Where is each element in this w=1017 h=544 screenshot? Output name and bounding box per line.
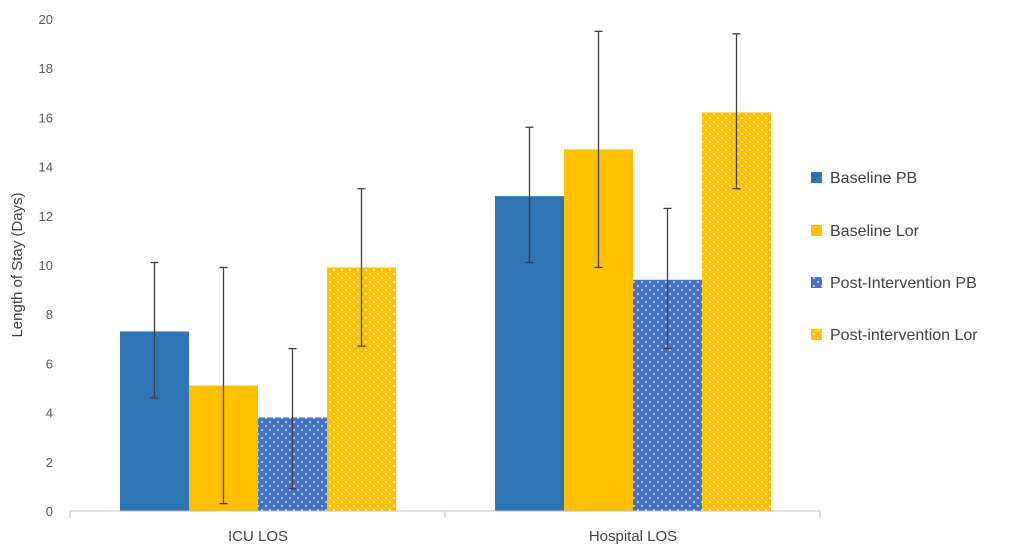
- error-bar: [732, 33, 741, 190]
- legend-swatch: [811, 329, 822, 340]
- y-axis-title: Length of Stay (Days): [9, 192, 26, 337]
- error-bar: [288, 347, 297, 490]
- legend-label: Post-intervention Lor: [830, 327, 978, 344]
- legend-label: Baseline PB: [830, 170, 917, 187]
- y-tick-label: 16: [39, 110, 53, 125]
- error-bar: [219, 266, 228, 505]
- error-bar: [663, 207, 672, 350]
- x-tick-label: Hospital LOS: [589, 528, 677, 544]
- legend-swatch: [811, 225, 822, 236]
- legend-item: Post-intervention Lor: [811, 327, 978, 344]
- error-bar: [594, 30, 603, 269]
- y-tick-label: 2: [46, 455, 53, 470]
- legend-swatch: [811, 172, 822, 183]
- error-bar: [150, 261, 159, 399]
- error-bar: [525, 126, 534, 264]
- legend-item: Baseline PB: [811, 170, 917, 187]
- legend-swatch: [811, 277, 822, 288]
- x-tick-label: ICU LOS: [228, 528, 288, 544]
- y-tick-label: 12: [39, 209, 53, 224]
- legend-item: Baseline Lor: [811, 223, 920, 240]
- y-tick-label: 14: [39, 160, 53, 175]
- legend-item: Post-Intervention PB: [811, 275, 977, 292]
- y-tick-label: 4: [46, 406, 53, 421]
- legend: Baseline PB Baseline Lor Post-Intervention…: [811, 170, 978, 344]
- legend-label: Post-Intervention PB: [830, 275, 977, 292]
- error-bar: [357, 188, 366, 347]
- y-axis: 0 2 4 6 8 10 12 14 16 18 20: [39, 12, 53, 519]
- y-tick-label: 6: [46, 356, 53, 371]
- y-tick-label: 10: [39, 258, 53, 273]
- y-tick-label: 20: [39, 12, 53, 27]
- bars: [120, 112, 771, 511]
- y-tick-label: 8: [46, 307, 53, 322]
- error-bars: [150, 30, 741, 505]
- y-tick-label: 0: [46, 504, 53, 519]
- y-tick-label: 18: [39, 61, 53, 76]
- x-axis: ICU LOS Hospital LOS: [69, 510, 821, 544]
- legend-label: Baseline Lor: [830, 223, 920, 240]
